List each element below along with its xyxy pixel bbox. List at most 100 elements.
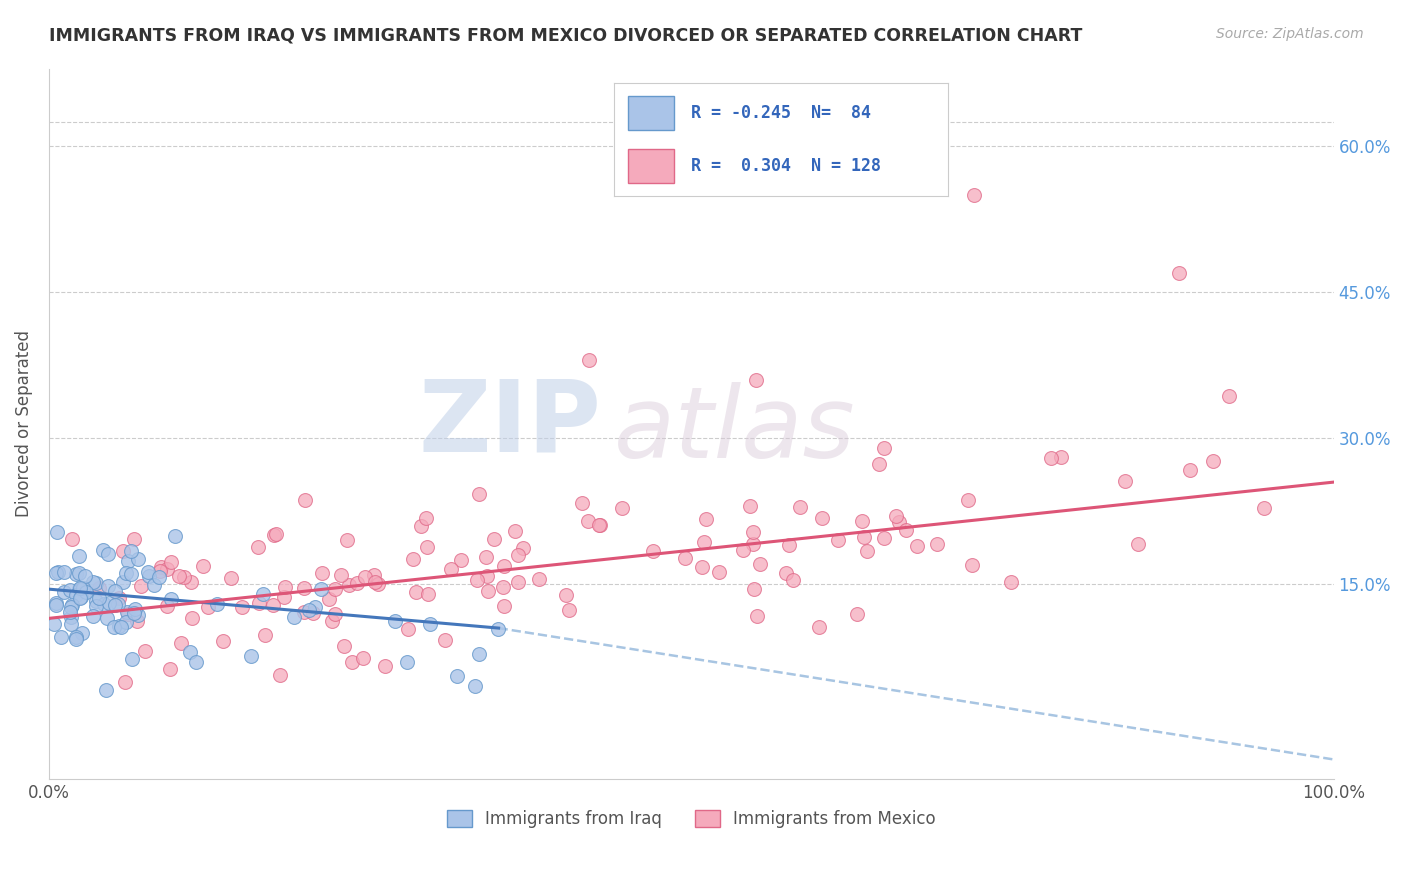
Point	[165, 529, 187, 543]
Point	[321, 614, 343, 628]
Point	[571, 496, 593, 510]
Point	[59, 605, 82, 619]
Point	[219, 572, 242, 586]
Point	[60, 598, 83, 612]
Point	[107, 597, 129, 611]
Point	[477, 584, 499, 599]
Point	[1050, 450, 1073, 464]
Point	[873, 531, 896, 545]
Point	[173, 570, 195, 584]
Point	[405, 585, 427, 599]
Point	[205, 597, 228, 611]
Point	[263, 528, 285, 542]
Point	[65, 567, 87, 582]
Point	[557, 603, 579, 617]
Point	[747, 608, 769, 623]
Point	[690, 560, 713, 574]
Legend: Immigrants from Iraq, Immigrants from Mexico: Immigrants from Iraq, Immigrants from Me…	[440, 803, 942, 835]
Point	[464, 679, 486, 693]
Point	[117, 607, 139, 621]
Point	[384, 614, 406, 628]
Point	[1168, 266, 1191, 280]
Point	[111, 543, 134, 558]
Point	[193, 558, 215, 573]
Point	[588, 518, 610, 533]
Point	[411, 518, 433, 533]
Point	[1218, 388, 1240, 402]
Point	[138, 565, 160, 579]
Point	[484, 533, 506, 547]
Point	[253, 627, 276, 641]
Point	[240, 648, 263, 663]
Point	[211, 634, 233, 648]
Point	[67, 566, 90, 580]
Point	[695, 512, 717, 526]
Point	[97, 547, 120, 561]
Point	[744, 373, 766, 387]
Point	[69, 582, 91, 597]
Point	[494, 599, 516, 613]
Point	[122, 606, 145, 620]
Point	[84, 599, 107, 614]
Point	[231, 599, 253, 614]
Point	[181, 610, 204, 624]
Point	[114, 674, 136, 689]
Point	[134, 644, 156, 658]
Point	[197, 600, 219, 615]
Point	[492, 580, 515, 594]
Point	[110, 620, 132, 634]
Point	[323, 607, 346, 621]
Point	[86, 594, 108, 608]
Point	[402, 551, 425, 566]
Y-axis label: Divorced or Separated: Divorced or Separated	[15, 330, 32, 517]
Point	[886, 509, 908, 524]
Point	[506, 574, 529, 589]
Point	[363, 567, 385, 582]
Point	[1178, 463, 1201, 477]
Point	[127, 607, 149, 622]
Point	[45, 524, 67, 539]
Point	[503, 524, 526, 539]
Point	[112, 575, 135, 590]
Point	[446, 669, 468, 683]
Point	[59, 583, 82, 598]
Point	[475, 549, 498, 564]
Point	[778, 538, 800, 552]
Point	[159, 592, 181, 607]
Point	[149, 564, 172, 578]
Point	[364, 574, 387, 589]
Text: Source: ZipAtlas.com: Source: ZipAtlas.com	[1216, 27, 1364, 41]
Point	[75, 584, 97, 599]
Point	[59, 600, 82, 615]
Point	[184, 655, 207, 669]
Point	[97, 579, 120, 593]
Point	[179, 645, 201, 659]
Point	[120, 543, 142, 558]
Point	[115, 566, 138, 580]
Point	[246, 540, 269, 554]
Point	[1114, 475, 1136, 489]
Point	[143, 577, 166, 591]
Point	[851, 514, 873, 528]
Point	[740, 499, 762, 513]
Point	[44, 616, 66, 631]
Point	[170, 636, 193, 650]
Point	[252, 587, 274, 601]
Point	[731, 542, 754, 557]
Point	[67, 582, 90, 597]
Point	[578, 353, 600, 368]
Point	[283, 609, 305, 624]
Text: ZIP: ZIP	[419, 376, 602, 472]
Point	[440, 562, 463, 576]
Point	[311, 566, 333, 580]
Point	[318, 591, 340, 606]
Point	[46, 565, 69, 579]
Point	[262, 598, 284, 612]
Point	[298, 602, 321, 616]
Point	[65, 630, 87, 644]
Point	[468, 486, 491, 500]
Point	[852, 530, 875, 544]
Point	[329, 567, 352, 582]
Point	[374, 659, 396, 673]
Point	[304, 600, 326, 615]
